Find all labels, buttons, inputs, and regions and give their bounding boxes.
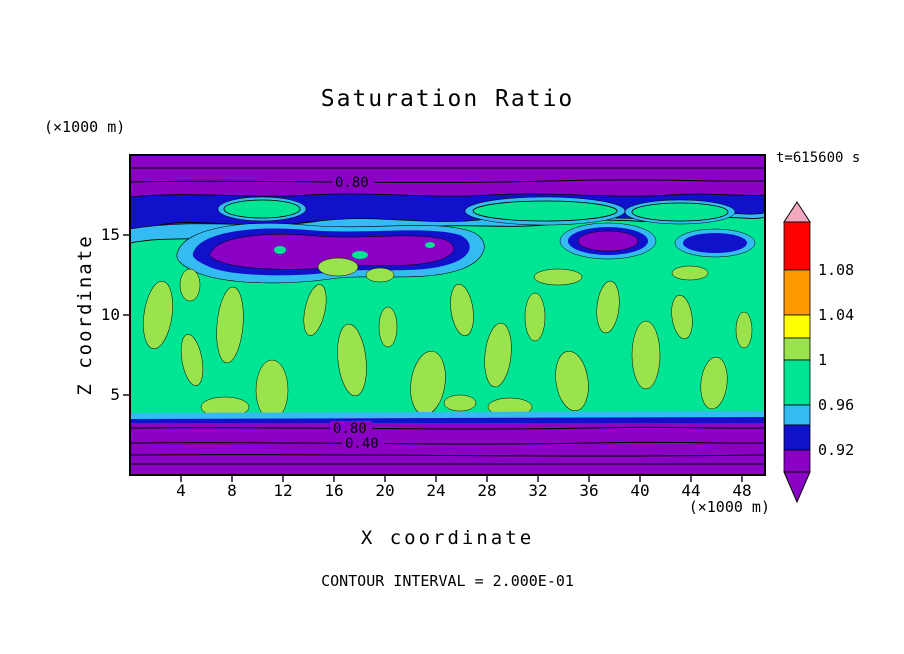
x-tick-label: 28 — [477, 481, 497, 500]
y-tick-label: 15 — [100, 225, 120, 244]
lower-purple-band — [130, 423, 765, 475]
colorbar-label: 0.96 — [818, 396, 855, 414]
label-gap — [332, 174, 374, 189]
x-tick-label: 44 — [681, 481, 701, 500]
colorbar-label: 1 — [818, 351, 828, 369]
x-tick-label: 32 — [528, 481, 548, 500]
y-axis-unit: (×1000 m) — [44, 118, 126, 136]
label-gap — [330, 421, 372, 435]
colorbar-arrow-top — [783, 201, 811, 223]
colorbar-label: 1.08 — [818, 261, 855, 279]
x-tick-label: 8 — [227, 481, 237, 500]
x-tick-label: 40 — [630, 481, 650, 500]
colorbar-segment — [783, 449, 811, 473]
x-tick-label: 20 — [375, 481, 395, 500]
contour-line-top-080 — [129, 179, 766, 183]
colorbar-segment — [783, 337, 811, 361]
colorbar-segment — [783, 359, 811, 406]
contour-label-bottom-080: 0.80 — [333, 421, 367, 437]
colorbar-segment — [783, 221, 811, 271]
colorbar-arrow-bottom — [783, 471, 811, 504]
contour-line-bottom-080 — [129, 426, 766, 430]
x-tick-label: 12 — [273, 481, 293, 500]
dry-pocket-right — [559, 222, 756, 260]
x-tick-label: 36 — [579, 481, 599, 500]
label-gap — [342, 436, 384, 450]
upper-band-green-pockets — [217, 196, 736, 226]
colorbar-label: 1.04 — [818, 306, 855, 324]
x-tick-label: 48 — [732, 481, 752, 500]
contour-line-bottom-040 — [129, 441, 766, 445]
x-axis-title: X coordinate — [360, 527, 535, 549]
y-tick-label: 5 — [110, 385, 120, 404]
x-tick-label: 16 — [324, 481, 344, 500]
colorbar-segment — [783, 424, 811, 451]
chart-title: Saturation Ratio — [320, 86, 575, 112]
contour-interval-caption: CONTOUR INTERVAL = 2.000E-01 — [321, 572, 574, 590]
time-annotation: t=615600 s — [776, 150, 861, 166]
colorbar-segment — [783, 269, 811, 316]
contour-line-bottom-4 — [129, 462, 766, 466]
colorbar — [783, 201, 811, 504]
x-tick-label: 24 — [426, 481, 446, 500]
supersaturated-patches — [143, 257, 753, 421]
colorbar-segment — [783, 404, 811, 426]
contour-label-top: 0.80 — [335, 175, 369, 191]
contour-line-bottom-3 — [129, 454, 766, 457]
x-tick-label: 4 — [176, 481, 186, 500]
dry-pocket-left — [176, 223, 485, 284]
colorbar-label: 0.92 — [818, 441, 855, 459]
y-tick-label: 10 — [100, 305, 120, 324]
plot-svg: 0.80 0.80 0.40 — [123, 154, 766, 482]
colorbar-segment — [783, 314, 811, 339]
contour-label-bottom-040: 0.40 — [345, 436, 379, 452]
x-axis-unit: (×1000 m) — [688, 498, 770, 516]
